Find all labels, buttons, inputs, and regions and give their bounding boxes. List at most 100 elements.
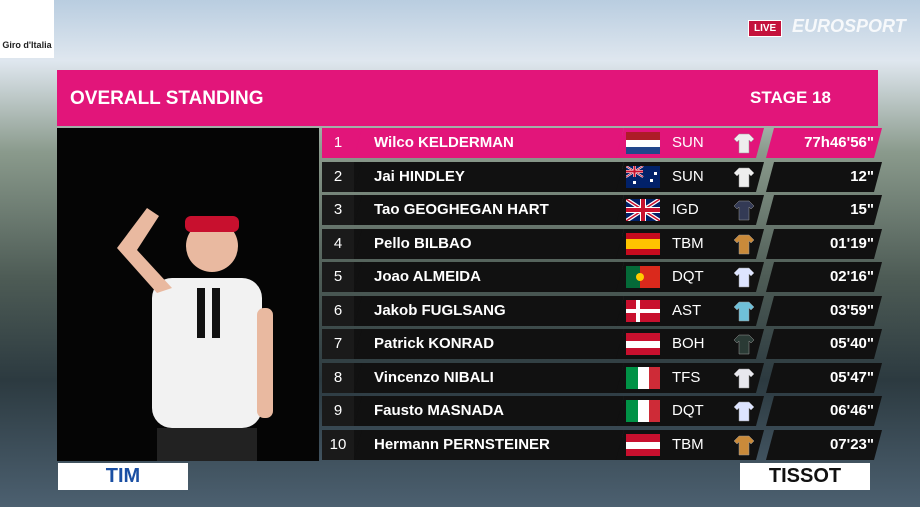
flag xyxy=(624,197,662,223)
flag xyxy=(626,266,660,288)
rider-name: Fausto MASNADA xyxy=(374,402,504,419)
flag-part xyxy=(638,366,649,389)
team: IGD xyxy=(672,201,699,218)
sponsor-left: TIM xyxy=(58,463,188,490)
flag xyxy=(626,366,660,389)
jersey-shape xyxy=(733,234,755,254)
jersey-svg xyxy=(733,200,755,221)
rank: 1 xyxy=(333,134,343,151)
rank-box xyxy=(322,262,354,292)
jersey-icon xyxy=(733,266,755,288)
flag-part xyxy=(626,400,638,422)
flag xyxy=(626,299,660,322)
rank-box xyxy=(322,161,354,192)
rider-name: Joao ALMEIDA xyxy=(374,268,481,285)
arm xyxy=(257,308,273,418)
time: 02'16" xyxy=(829,268,874,285)
rank: 2 xyxy=(333,167,343,185)
rank: 4 xyxy=(333,234,343,252)
flag xyxy=(626,400,660,422)
flag-part xyxy=(626,232,660,239)
flag-svg xyxy=(626,266,660,288)
rider-name: Vincenzo NIBALI xyxy=(374,368,494,386)
team: AST xyxy=(672,301,702,319)
team: BOH xyxy=(672,335,705,352)
rank: 8 xyxy=(333,368,343,386)
rider-name: Tao GEOGHEGAN HART xyxy=(374,201,549,218)
time: 05'40" xyxy=(829,335,874,352)
rank-box xyxy=(322,362,354,393)
sponsor-right: TISSOT xyxy=(740,463,870,490)
flag-svg xyxy=(626,232,660,255)
flag-part xyxy=(626,333,660,341)
flag-part xyxy=(626,448,660,456)
rider-name: Wilco KELDERMAN xyxy=(374,134,514,151)
flag-svg xyxy=(626,299,660,322)
jersey-shape xyxy=(733,301,755,321)
rank: 3 xyxy=(333,201,343,218)
jersey-svg xyxy=(733,234,755,254)
rider-silhouette xyxy=(117,208,273,461)
flag-part xyxy=(640,266,660,288)
flag-svg xyxy=(624,197,662,223)
rider-name: Jakob FUGLSANG xyxy=(374,301,506,319)
jersey-icon xyxy=(733,333,755,355)
rank: 7 xyxy=(333,335,343,352)
rider-photo xyxy=(57,128,319,461)
jersey-icon xyxy=(733,434,755,456)
header-bar xyxy=(57,70,878,126)
flag-svg xyxy=(626,333,660,355)
jersey-icon xyxy=(733,300,755,322)
flag-svg xyxy=(626,433,660,456)
jersey-icon xyxy=(733,233,755,255)
flag-part xyxy=(638,400,649,422)
flag-part xyxy=(626,348,660,355)
rider-name: Hermann PERNSTEINER xyxy=(374,435,550,453)
cap xyxy=(185,216,239,232)
jersey-svg xyxy=(733,368,755,388)
rank-box xyxy=(322,128,354,158)
jersey-svg xyxy=(733,401,755,422)
team: TFS xyxy=(672,368,701,386)
team: TBM xyxy=(672,234,704,252)
flag-part xyxy=(626,238,660,249)
flag-svg xyxy=(626,366,660,389)
jersey-icon xyxy=(733,166,755,188)
jersey-icon xyxy=(733,367,755,389)
flag xyxy=(625,164,660,188)
rank: 10 xyxy=(329,435,347,453)
flag-part xyxy=(626,266,640,288)
time: 07'23" xyxy=(829,435,874,453)
flag-part xyxy=(626,170,643,172)
head xyxy=(186,220,238,272)
jersey-svg xyxy=(733,267,755,288)
team: SUN xyxy=(672,134,704,151)
time: 12" xyxy=(850,167,874,185)
flag-part xyxy=(626,248,660,255)
rank-box xyxy=(322,329,354,359)
jersey-shape xyxy=(733,368,755,388)
flag-part xyxy=(649,400,660,422)
header-title: OVERALL STANDING xyxy=(70,88,264,109)
jersey-shape xyxy=(733,401,755,422)
rider-name: Jai HINDLEY xyxy=(374,167,465,185)
live-badge: LIVE xyxy=(748,20,783,37)
team: DQT xyxy=(672,268,704,285)
jersey-stripe xyxy=(212,288,220,338)
jersey-svg xyxy=(733,167,755,187)
rank-box xyxy=(322,396,354,426)
jersey-icon xyxy=(733,400,755,422)
channel-logo: EUROSPORT xyxy=(792,16,906,36)
jersey-svg xyxy=(733,435,755,455)
raised-arm xyxy=(117,208,172,293)
rank-box xyxy=(322,228,354,259)
team: TBM xyxy=(672,435,704,453)
team: DQT xyxy=(672,402,704,419)
flag-part xyxy=(626,433,660,442)
time: 15" xyxy=(850,201,874,218)
shorts xyxy=(157,428,257,461)
flag-svg xyxy=(626,132,660,154)
time: 05'47" xyxy=(829,368,874,386)
team: SUN xyxy=(672,167,704,185)
rank-box xyxy=(322,295,354,326)
